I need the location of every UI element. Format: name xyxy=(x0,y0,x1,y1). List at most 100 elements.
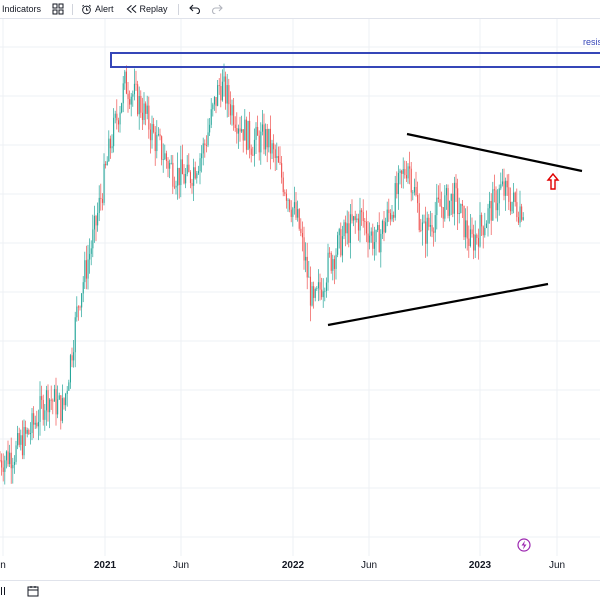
candle-body xyxy=(44,410,46,420)
candle-body xyxy=(66,390,68,394)
candle-body xyxy=(194,167,196,179)
candle-body xyxy=(460,204,462,214)
candle-body xyxy=(234,124,236,128)
alert-button[interactable]: Alert xyxy=(81,4,114,15)
candle-body xyxy=(108,138,110,162)
redo-button[interactable] xyxy=(211,4,223,14)
candle-body xyxy=(410,168,412,193)
candle-body xyxy=(329,252,331,254)
replay-button[interactable]: Replay xyxy=(126,4,168,14)
candle-body xyxy=(511,201,513,212)
candle-body xyxy=(450,193,452,201)
candle-body xyxy=(300,228,302,234)
candle-body xyxy=(90,248,92,254)
candle-body xyxy=(55,389,57,415)
candle-body xyxy=(487,208,489,224)
candle-body xyxy=(458,213,460,215)
candle-body xyxy=(500,184,502,189)
candle-body xyxy=(292,208,294,217)
candle-body xyxy=(281,163,283,178)
candle-body xyxy=(111,146,113,149)
candle-body xyxy=(4,460,6,472)
candle-body xyxy=(373,242,375,249)
candle-body xyxy=(236,127,238,134)
candle-body xyxy=(186,164,188,174)
candle-body xyxy=(509,201,511,212)
time-axis[interactable]: n 2021 Jun 2022 Jun 2023 Jun xyxy=(0,556,600,578)
lightning-icon[interactable] xyxy=(517,538,531,552)
chart-pane[interactable] xyxy=(0,19,600,556)
candle-body xyxy=(68,382,70,391)
candle-body xyxy=(434,215,436,233)
replay-label: Replay xyxy=(139,4,168,14)
replay-rewind-icon xyxy=(126,4,136,14)
candle-body xyxy=(154,132,156,152)
candle-body xyxy=(465,220,467,238)
undo-button[interactable] xyxy=(188,4,201,14)
candle-body xyxy=(52,400,54,402)
candle-body xyxy=(0,460,1,461)
calendar-range-icon[interactable] xyxy=(27,585,39,597)
layout-grid-button[interactable] xyxy=(52,3,64,15)
candle-body xyxy=(359,210,361,231)
candle-body xyxy=(485,223,487,229)
candle-body xyxy=(121,103,123,113)
candle-body xyxy=(381,221,383,234)
candle-body xyxy=(463,205,465,238)
candle-body xyxy=(197,171,199,174)
candle-body xyxy=(79,306,81,308)
candle-body xyxy=(58,395,60,400)
candle-body xyxy=(188,164,190,173)
candle-body xyxy=(497,203,499,211)
candle-body xyxy=(165,153,167,161)
candle-body xyxy=(282,177,284,193)
breakout-arrow-up-icon xyxy=(546,172,560,190)
indicators-button[interactable]: Indicators xyxy=(2,4,41,14)
candle-body xyxy=(308,276,310,278)
candle-body xyxy=(391,214,393,220)
candle-body xyxy=(418,203,420,231)
candle-body xyxy=(471,229,473,235)
candle-body xyxy=(268,128,270,148)
candle-body xyxy=(420,230,422,231)
candle-body xyxy=(175,185,177,188)
candle-body xyxy=(9,452,11,465)
candle-body xyxy=(87,259,89,279)
candle-body xyxy=(338,229,340,236)
candle-body xyxy=(351,214,353,221)
candle-body xyxy=(177,167,179,186)
candle-body xyxy=(423,221,425,223)
candle-body xyxy=(498,188,500,204)
candle-body xyxy=(42,399,44,420)
pane-bars-icon[interactable] xyxy=(0,586,8,596)
resistance-zone[interactable] xyxy=(110,52,600,68)
candle-body xyxy=(223,76,225,82)
candle-body xyxy=(212,104,214,110)
candle-body xyxy=(289,199,291,210)
candle-body xyxy=(145,103,147,114)
alarm-clock-icon xyxy=(82,4,91,14)
candle-body xyxy=(81,293,83,308)
candle-body xyxy=(493,189,495,191)
candle-body xyxy=(114,113,116,118)
candle-body xyxy=(202,143,204,154)
candle-body xyxy=(445,188,447,196)
candle-body xyxy=(295,202,297,218)
ascending-trendline[interactable] xyxy=(327,282,549,327)
candle-body xyxy=(303,237,305,261)
candle-body xyxy=(369,235,371,243)
candle-body xyxy=(170,162,172,164)
candle-body xyxy=(457,188,459,215)
price-chart[interactable] xyxy=(0,19,600,556)
descending-trendline[interactable] xyxy=(406,132,583,173)
candle-body xyxy=(250,148,252,155)
candle-body xyxy=(380,233,382,253)
candle-body xyxy=(330,253,332,271)
candle-body xyxy=(461,204,463,206)
candle-body xyxy=(327,252,329,283)
time-axis-label: Jun xyxy=(360,560,378,571)
candle-body xyxy=(332,259,334,271)
candle-body xyxy=(348,223,350,243)
candle-body xyxy=(1,460,3,468)
candle-body xyxy=(178,167,180,186)
